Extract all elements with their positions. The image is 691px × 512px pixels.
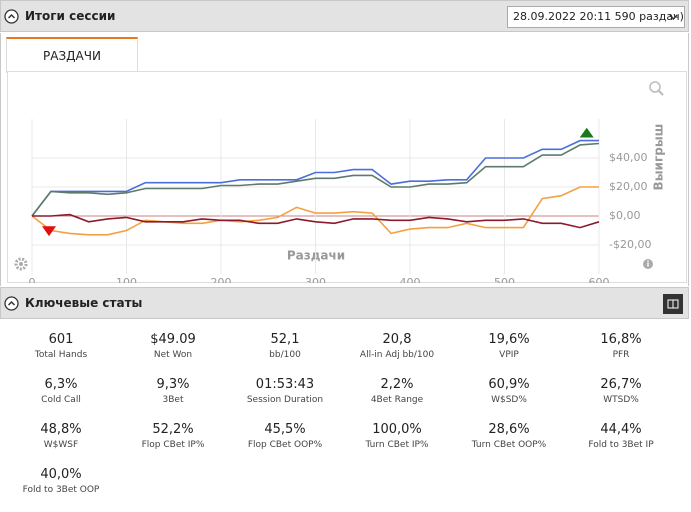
- series-line: [32, 213, 600, 229]
- dropdown-arrow: [669, 14, 678, 21]
- x-tick-label: 600: [589, 276, 610, 283]
- collapse-button[interactable]: [4, 9, 19, 24]
- stat: 01:53:43 Session Duration: [229, 377, 341, 422]
- stat-value: 48,8%: [40, 422, 82, 437]
- stat-value: 601: [48, 332, 74, 347]
- stat-value: 26,7%: [600, 377, 642, 392]
- stat-value: 2,2%: [380, 377, 414, 392]
- stat: 2,2% 4Bet Range: [341, 377, 453, 422]
- settings-icon[interactable]: [14, 257, 28, 271]
- stats-grid: 601 Total Hands $49.09 Net Won 52,1 bb/100 20,…: [0, 320, 689, 512]
- stat: 100,0% Turn CBet IP%: [341, 422, 453, 467]
- stat-value: 100,0%: [372, 422, 422, 437]
- stat-label: bb/100: [269, 350, 301, 360]
- stat: $49.09 Net Won: [117, 332, 229, 377]
- x-tick-label: 0: [29, 276, 36, 283]
- stat-value: 60,9%: [488, 377, 530, 392]
- stat: 6,3% Cold Call: [5, 377, 117, 422]
- session-dropdown[interactable]: 28.09.2022 20:11 590 раздач): [507, 6, 685, 28]
- stat-label: Flop CBet IP%: [141, 440, 205, 450]
- x-tick-label: 400: [400, 276, 421, 283]
- stats-title: Ключевые статы: [25, 296, 143, 310]
- extreme-marker: [579, 127, 594, 138]
- stat-value: 40,0%: [40, 467, 82, 482]
- stat: 20,8 All-in Adj bb/100: [341, 332, 453, 377]
- session-title: Итоги сессии: [25, 9, 116, 23]
- series-line: [31, 142, 600, 217]
- stat-value: 45,5%: [264, 422, 306, 437]
- stat: 601 Total Hands: [5, 332, 117, 377]
- layout-button[interactable]: [663, 294, 683, 314]
- stat-value: 16,8%: [600, 332, 642, 347]
- stat-value: 20,8: [382, 332, 412, 347]
- stat: 45,5% Flop CBet OOP%: [229, 422, 341, 467]
- collapse-button[interactable]: [4, 296, 19, 311]
- stat-label: WTSD%: [603, 395, 639, 405]
- x-tick-label: 300: [305, 276, 326, 283]
- stat-label: Net Won: [153, 350, 193, 360]
- stat: 52,1 bb/100: [229, 332, 341, 377]
- stat-label: All-in Adj bb/100: [359, 350, 435, 360]
- stat-label: Turn CBet IP%: [365, 440, 429, 450]
- extreme-marker: [42, 226, 57, 237]
- stat: 44,4% Fold to 3Bet IP: [565, 422, 677, 467]
- y-tick-label: $0,00: [609, 209, 641, 222]
- y-tick-label: $40,00: [609, 151, 648, 164]
- stat-label: VPIP: [499, 350, 519, 360]
- session-header: Итоги сессии 28.09.2022 20:11 590 раздач…: [0, 0, 689, 32]
- stat-value: 01:53:43: [255, 377, 315, 392]
- zoom-icon[interactable]: [649, 81, 664, 96]
- series-line: [31, 186, 599, 236]
- stat: 28,6% Turn CBet OOP%: [453, 422, 565, 467]
- stat: 52,2% Flop CBet IP%: [117, 422, 229, 467]
- stat-value: 44,4%: [600, 422, 642, 437]
- stat-label: Fold to 3Bet OOP: [22, 485, 100, 495]
- stat-label: Fold to 3Bet IP: [588, 440, 654, 450]
- session-select-text: 28.09.2022 20:11 590 раздач): [513, 10, 684, 23]
- stat: 40,0% Fold to 3Bet OOP: [5, 467, 117, 512]
- y-axis-label: Выигрыш: [652, 124, 666, 191]
- stat-label: 3Bet: [162, 395, 184, 405]
- stat-value: 9,3%: [156, 377, 190, 392]
- stat: 16,8% PFR: [565, 332, 677, 377]
- stat-label: Total Hands: [34, 350, 88, 360]
- x-tick-label: 200: [211, 276, 232, 283]
- stats-header: Ключевые статы: [0, 287, 689, 319]
- x-tick-label: 100: [116, 276, 137, 283]
- stat: 9,3% 3Bet: [117, 377, 229, 422]
- stat-value: 52,2%: [152, 422, 194, 437]
- x-tick-label: 500: [494, 276, 515, 283]
- y-tick-label: $20,00: [609, 180, 648, 193]
- stat: 48,8% W$WSF: [5, 422, 117, 467]
- stat-label: Flop CBet OOP%: [247, 440, 323, 450]
- hands-tab[interactable]: РАЗДАЧИ: [6, 37, 138, 73]
- series-line: [31, 139, 599, 217]
- stat-value: 19,6%: [488, 332, 530, 347]
- y-tick-label: -$20,00: [609, 238, 651, 251]
- chart-panel: РАЗДАЧИ Раздачи Выигрыш $40,00$20,00$0,0…: [0, 33, 689, 286]
- stat-label: 4Bet Range: [370, 395, 424, 405]
- stat-label: W$SD%: [491, 395, 527, 405]
- stat-label: PFR: [612, 350, 630, 360]
- stat-value: 6,3%: [44, 377, 78, 392]
- info-icon[interactable]: [643, 259, 653, 269]
- stat-value: $49.09: [150, 332, 196, 347]
- stat-label: Cold Call: [41, 395, 81, 405]
- stat: 19,6% VPIP: [453, 332, 565, 377]
- stat-value: 28,6%: [488, 422, 530, 437]
- stat: 26,7% WTSD%: [565, 377, 677, 422]
- stat: 60,9% W$SD%: [453, 377, 565, 422]
- stat-label: Session Duration: [246, 395, 324, 405]
- chart: Раздачи Выигрыш $40,00$20,00$0,00-$20,00…: [7, 71, 687, 283]
- stat-value: 52,1: [270, 332, 300, 347]
- stat-label: W$WSF: [43, 440, 79, 450]
- stat-label: Turn CBet OOP%: [471, 440, 547, 450]
